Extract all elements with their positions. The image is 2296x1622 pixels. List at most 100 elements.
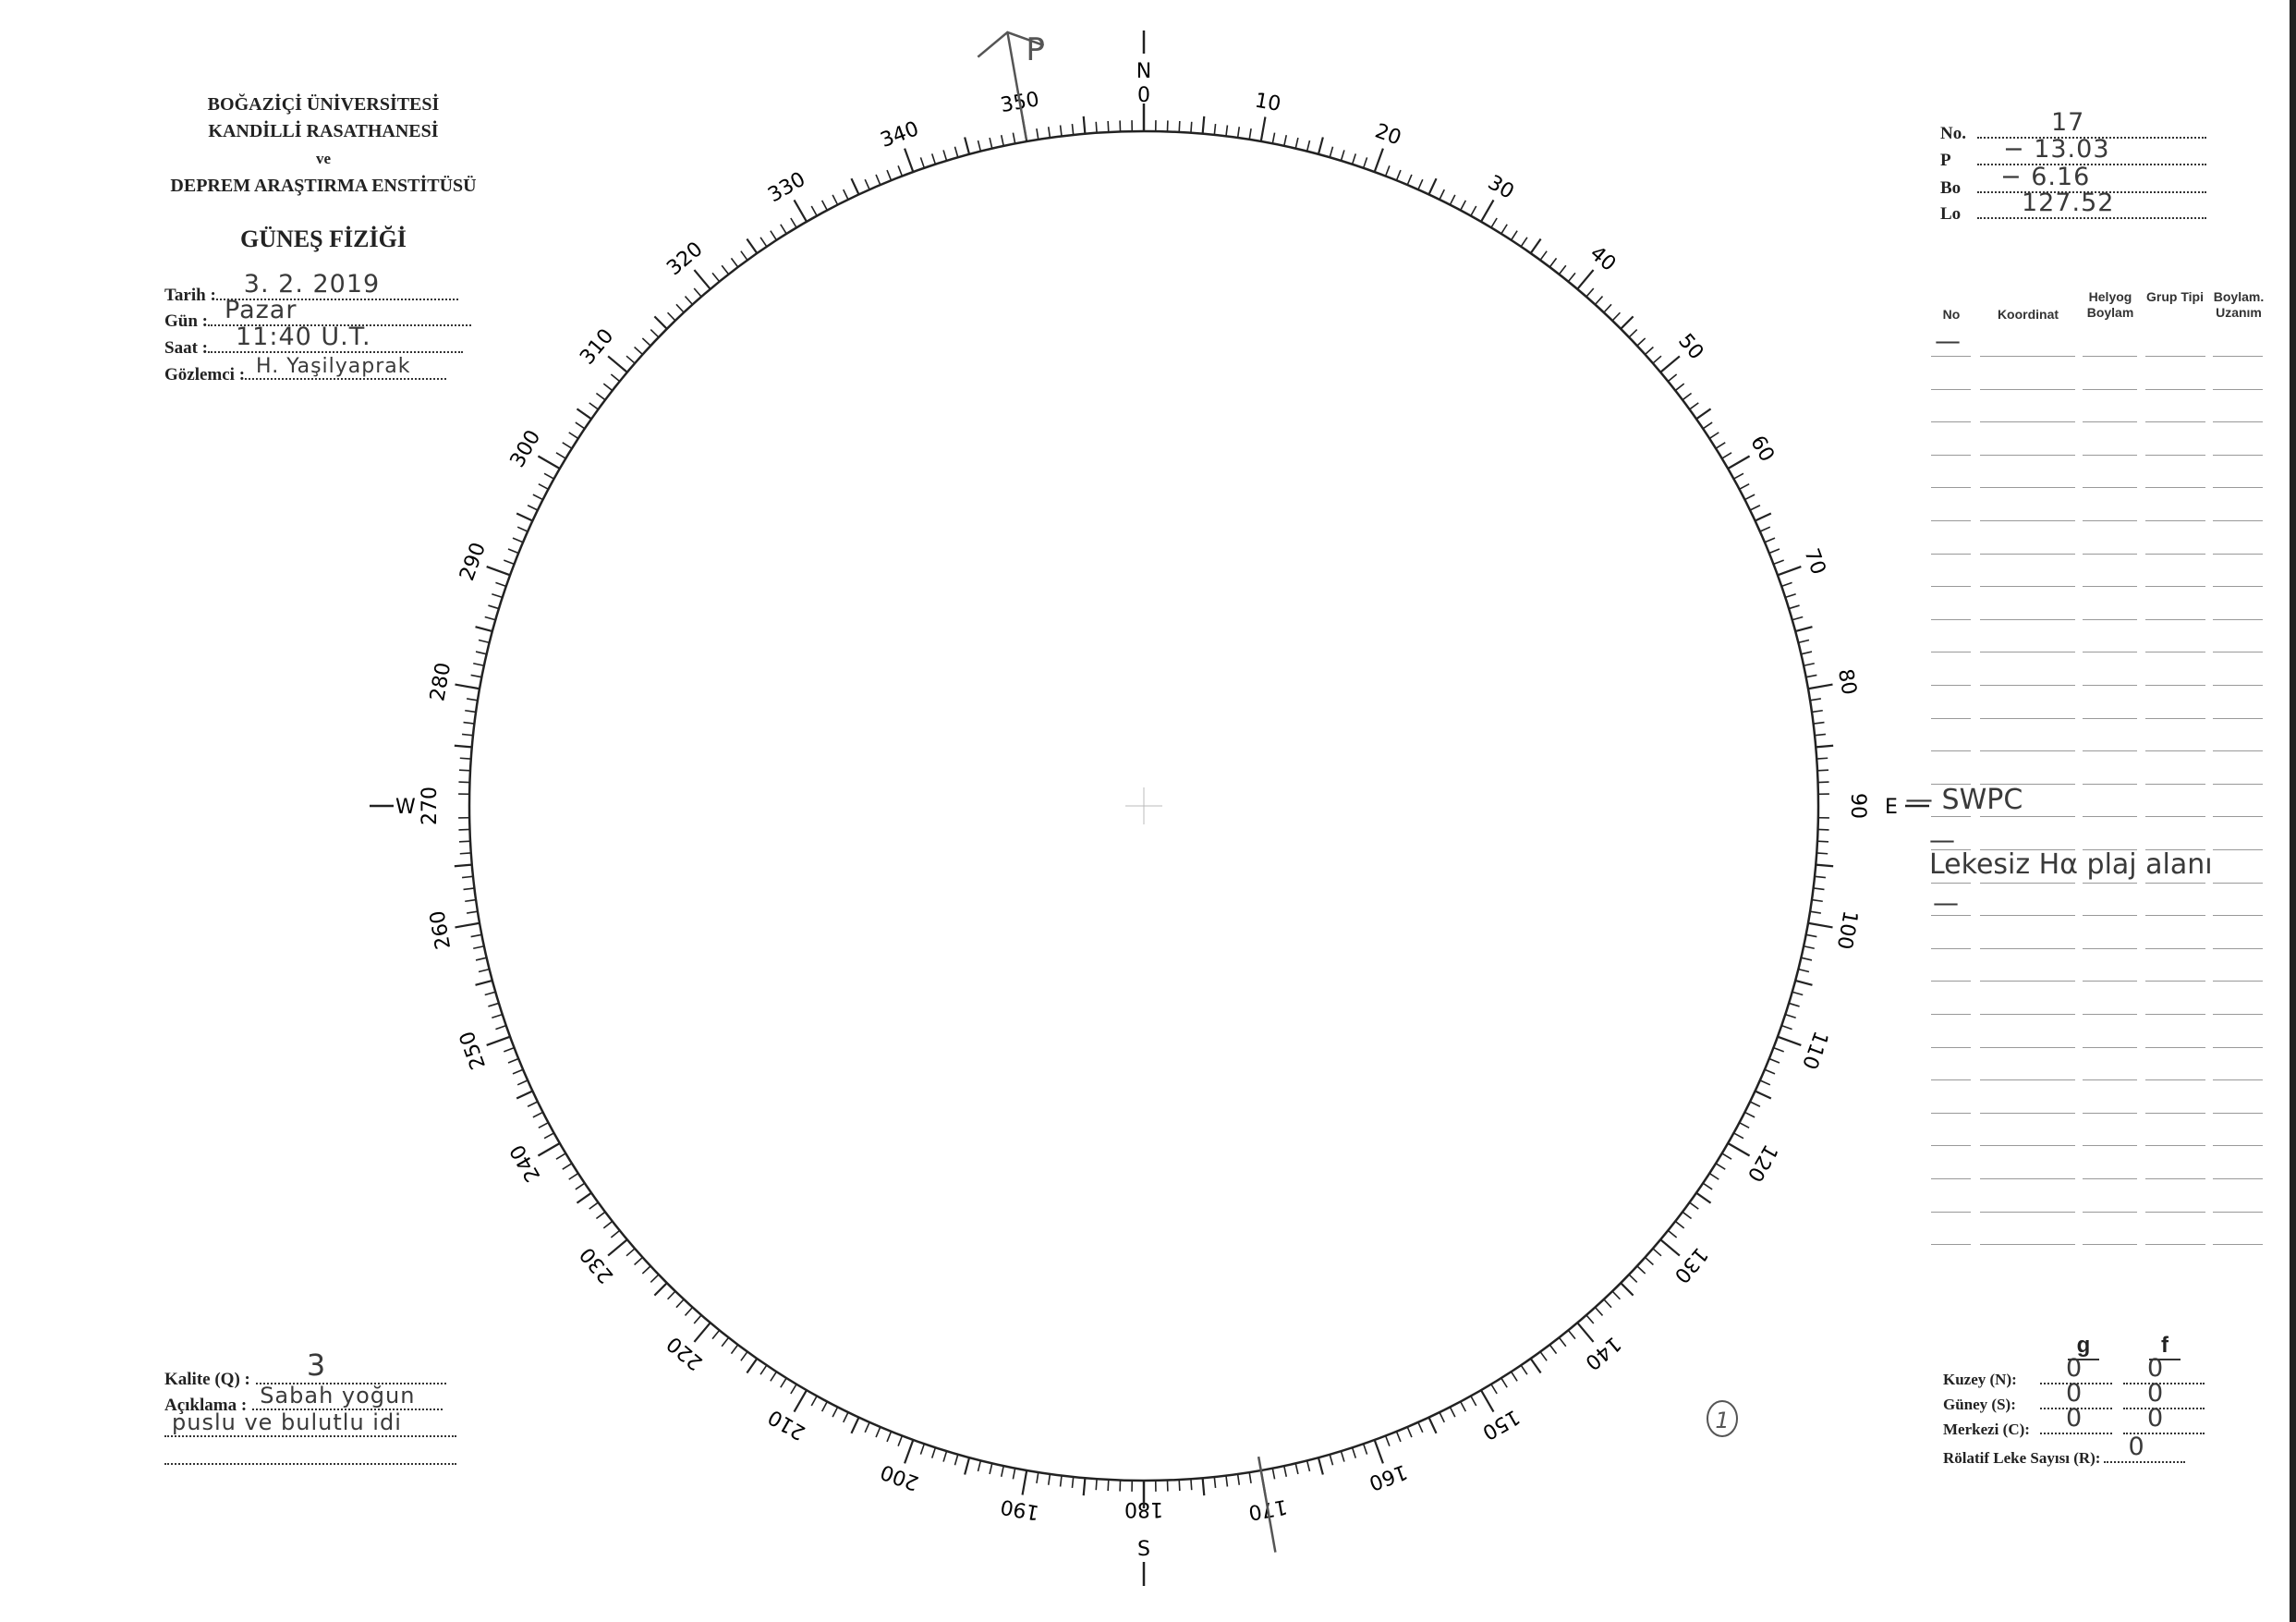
table-row-line — [1980, 750, 2075, 752]
section-title: GÜNEŞ FİZİĞİ — [240, 226, 407, 252]
remarks-line: Sabah yoğun — [252, 1383, 443, 1410]
observatory-name: KANDİLLİ RASATHANESİ — [208, 121, 439, 141]
degree-tick — [1178, 120, 1181, 133]
degree-tick — [1012, 132, 1016, 144]
degree-tick — [576, 408, 592, 421]
institute-name: DEPREM ARAŞTIRMA ENSTİTÜSÜ — [170, 176, 477, 196]
degree-tick — [538, 1122, 549, 1129]
degree-tick — [1427, 1417, 1438, 1434]
degree-tick — [675, 1299, 685, 1309]
table-row-line — [2083, 520, 2137, 521]
degree-tick — [1213, 1476, 1217, 1489]
degree-tick — [721, 1336, 730, 1348]
degree-tick — [1620, 315, 1634, 330]
degree-tick — [1047, 1473, 1051, 1485]
degree-tick — [1739, 482, 1750, 490]
degree-tick — [875, 174, 881, 186]
degree-tick — [864, 1421, 870, 1433]
degree-tick — [1460, 200, 1467, 211]
degree-tick — [1490, 217, 1498, 228]
table-row-line — [1931, 487, 1971, 489]
degree-tick — [473, 945, 485, 950]
degree-tick — [1329, 146, 1334, 158]
degree-tick — [516, 526, 528, 532]
table-row-line — [2145, 783, 2205, 785]
count-north-label: Kuzey (N): — [1943, 1371, 2017, 1388]
degree-tick — [1362, 157, 1368, 169]
degree-tick — [1294, 137, 1299, 149]
degree-tick — [1611, 311, 1622, 322]
degree-label: 320 — [662, 238, 707, 280]
degree-tick — [555, 452, 566, 459]
time-field: Saat : 11:40 U.T. — [164, 323, 463, 359]
count-center-f-line: 0 — [2123, 1404, 2205, 1434]
table-row-line — [2083, 816, 2137, 818]
degree-tick — [454, 863, 472, 868]
degree-tick — [607, 355, 628, 373]
degree-tick — [832, 194, 839, 205]
degree-tick — [1259, 116, 1267, 142]
degree-label: 340 — [878, 117, 922, 152]
degree-tick — [610, 373, 621, 383]
degree-label: 0 — [1137, 84, 1150, 107]
table-row-line — [2083, 947, 2137, 949]
degree-tick — [1449, 194, 1456, 205]
degree-tick — [1744, 494, 1755, 501]
table-row-line — [2145, 1112, 2205, 1114]
degree-tick — [1816, 840, 1829, 843]
degree-tick — [1520, 1364, 1528, 1375]
degree-tick — [666, 311, 676, 322]
degree-tick — [473, 662, 485, 667]
degree-tick — [1814, 733, 1827, 737]
degree-tick — [1510, 230, 1518, 241]
count-south: Güney (S): 0 0 — [1943, 1379, 2205, 1414]
table-row-line — [2213, 586, 2263, 588]
table-row-line — [1980, 717, 2075, 719]
degree-tick — [562, 1163, 573, 1170]
degree-tick — [740, 1351, 748, 1361]
table-row-line — [2213, 520, 2263, 521]
degree-tick — [1777, 566, 1802, 577]
table-row-line — [1931, 981, 1971, 982]
param-p-label: P — [1940, 151, 1951, 170]
day-field: Gün : Pazar — [164, 296, 471, 332]
degree-tick — [503, 1046, 515, 1053]
degree-tick — [1449, 1407, 1456, 1418]
table-row-line — [1931, 388, 1971, 390]
observer-line: H. Yaşilyaprak — [245, 355, 447, 380]
degree-tick — [1759, 526, 1771, 532]
degree-tick — [1317, 1457, 1324, 1475]
table-row-line — [2083, 1145, 2137, 1147]
count-north-g-line: 0 — [2040, 1354, 2112, 1384]
degree-tick — [1294, 1463, 1299, 1475]
degree-tick — [1082, 116, 1087, 134]
table-row-line — [2145, 1244, 2205, 1246]
count-south-label: Güney (S): — [1943, 1396, 2016, 1413]
table-row-line — [2083, 1112, 2137, 1114]
degree-tick — [1785, 1013, 1796, 1019]
degree-tick — [1659, 355, 1681, 373]
table-row-line — [2213, 1178, 2263, 1179]
degree-tick — [1674, 383, 1685, 392]
degree-tick — [1236, 1473, 1241, 1485]
degree-label: 300 — [506, 426, 546, 471]
degree-tick — [532, 1111, 543, 1118]
degree-label: 250 — [456, 1028, 491, 1072]
degree-tick — [1715, 1163, 1726, 1170]
table-row-line — [1931, 783, 1971, 785]
degree-tick — [1803, 662, 1815, 667]
remarks-line-2-dots: puslu ve bulutlu idi — [164, 1409, 456, 1437]
table-row-line — [2145, 915, 2205, 917]
param-p: P − 13.03 — [1940, 135, 2206, 171]
table-row-line — [2145, 849, 2205, 850]
degree-tick — [684, 296, 694, 306]
degree-tick — [684, 1306, 694, 1316]
table-row-line — [2145, 882, 2205, 884]
degree-tick — [1708, 432, 1719, 440]
remarks-field: Açıklama : Sabah yoğun — [164, 1383, 443, 1416]
degree-tick — [488, 1002, 500, 1007]
degree-tick — [1805, 674, 1817, 678]
col-header-grup-tipi: Grup Tipi — [2146, 289, 2204, 304]
degree-label: 20 — [1372, 120, 1404, 151]
degree-tick — [886, 169, 893, 181]
